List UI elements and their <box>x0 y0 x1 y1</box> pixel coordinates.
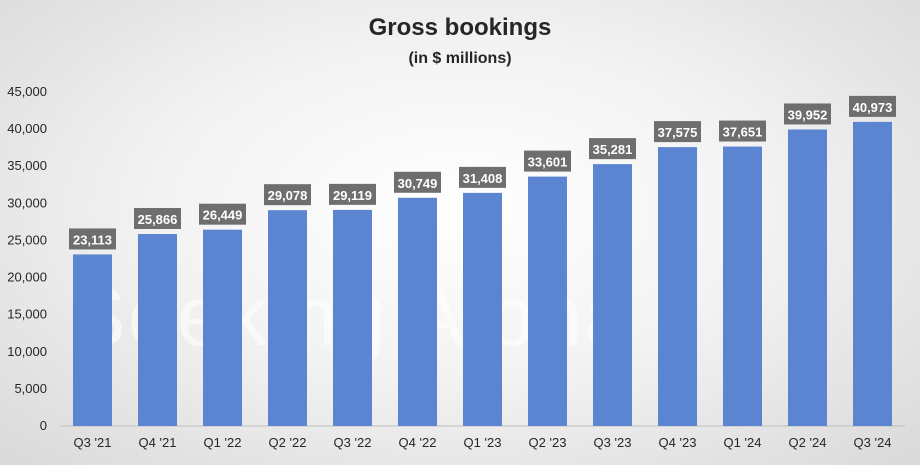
bar <box>203 229 242 426</box>
x-tick-label: Q4 '21 <box>139 435 177 450</box>
x-tick-label: Q4 '23 <box>659 435 697 450</box>
y-tick-label: 35,000 <box>7 158 47 173</box>
x-tick-label: Q4 '22 <box>399 435 437 450</box>
y-tick-label: 30,000 <box>7 195 47 210</box>
data-label-box <box>394 171 441 193</box>
y-tick-label: 20,000 <box>7 270 47 285</box>
bar <box>593 164 632 426</box>
data-label-box <box>849 95 896 117</box>
x-tick-label: Q3 '23 <box>594 435 632 450</box>
data-label: 26,449 <box>203 208 243 223</box>
data-label: 37,651 <box>723 125 763 140</box>
data-label: 23,113 <box>73 232 112 247</box>
x-tick-label: Q3 '22 <box>334 435 372 450</box>
x-tick-label: Q2 '24 <box>789 435 827 450</box>
bar <box>333 209 372 426</box>
data-label-box <box>654 121 701 143</box>
data-label-box <box>69 228 116 250</box>
data-label-box <box>524 150 571 172</box>
y-tick-label: 5,000 <box>14 381 47 396</box>
y-tick-label: 0 <box>40 418 47 433</box>
data-label: 29,078 <box>268 188 308 203</box>
y-tick-label: 45,000 <box>7 84 47 99</box>
bar <box>268 210 307 426</box>
x-tick-label: Q1 '23 <box>464 435 502 450</box>
y-tick-label: 40,000 <box>7 121 47 136</box>
bar <box>658 147 697 427</box>
bar <box>853 121 892 427</box>
data-label: 25,866 <box>138 212 178 227</box>
y-tick-label: 15,000 <box>7 307 47 322</box>
bar <box>138 234 177 426</box>
chart-subtitle: (in $ millions) <box>408 50 512 67</box>
data-label: 33,601 <box>528 155 568 170</box>
x-tick-label: Q1 '24 <box>724 435 762 450</box>
data-label: 39,952 <box>788 107 828 122</box>
x-tick-label: Q2 '22 <box>269 435 307 450</box>
data-label: 37,575 <box>658 125 698 140</box>
bar <box>398 197 437 426</box>
x-tick-label: Q3 '24 <box>854 435 892 450</box>
chart-title: Gross bookings <box>368 14 552 41</box>
data-label: 30,749 <box>398 176 438 191</box>
data-label-box <box>264 184 311 206</box>
bar <box>528 176 567 426</box>
x-tick-label: Q1 '22 <box>204 435 242 450</box>
data-label-box <box>134 208 181 230</box>
x-tick-label: Q3 '21 <box>74 435 112 450</box>
y-tick-label: 25,000 <box>7 232 47 247</box>
data-label-box <box>199 203 246 225</box>
y-tick-label: 10,000 <box>7 344 47 359</box>
data-label: 29,119 <box>333 188 372 203</box>
bar <box>73 254 112 426</box>
data-label: 35,281 <box>593 142 633 157</box>
data-label-box <box>459 166 506 188</box>
bar <box>723 146 762 427</box>
data-label-box <box>589 138 636 160</box>
x-tick-label: Q2 '23 <box>529 435 567 450</box>
data-label: 40,973 <box>853 100 893 115</box>
data-label-box <box>719 120 766 142</box>
data-label: 31,408 <box>463 171 503 186</box>
data-label-box <box>784 103 831 125</box>
bar <box>788 129 827 426</box>
data-label-box <box>329 183 376 205</box>
bar <box>463 192 502 426</box>
